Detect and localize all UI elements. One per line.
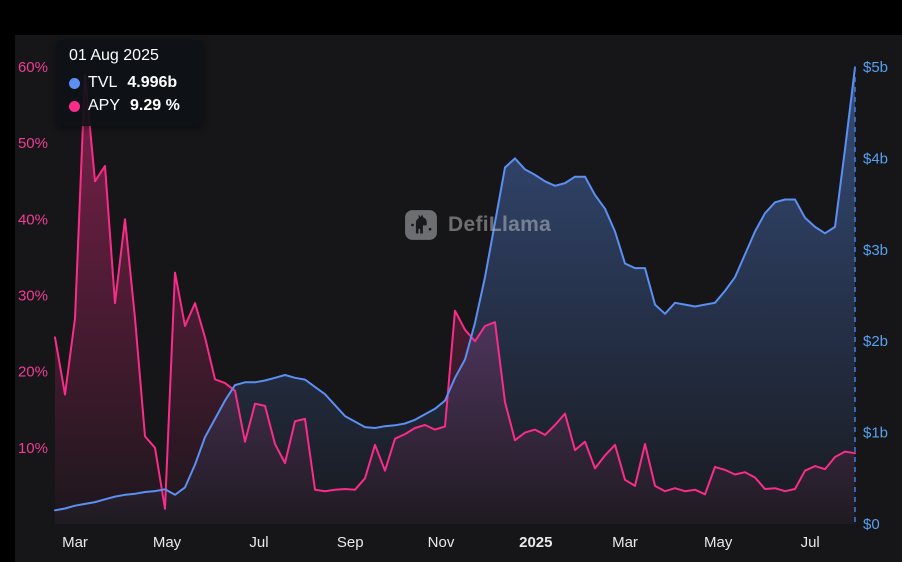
x-axis-tick: Sep [337,534,364,551]
right-axis-tick: $1b [863,425,888,442]
right-axis-tick: $4b [863,150,888,167]
x-axis-tick: Mar [612,534,638,551]
left-axis-tick: 20% [18,364,48,381]
right-axis-tick: $0 [863,516,880,533]
x-axis-tick: Nov [428,534,455,551]
x-axis-tick: May [153,534,182,551]
right-axis-tick: $2b [863,333,888,350]
tooltip-date: 01 Aug 2025 [69,47,159,64]
x-axis-tick: Jul [249,534,268,551]
x-axis-tick: Mar [62,534,88,551]
left-axis-tick: 10% [18,440,48,457]
apy-series-dot [69,100,80,112]
tvl-label: TVL [88,74,118,91]
x-axis-tick: 2025 [519,534,552,551]
x-axis-tick: May [704,534,733,551]
left-axis-tick: 60% [18,59,48,76]
line-tvl [54,66,856,512]
tvl-series-dot [69,77,80,89]
tooltip-row-apy: APY 9.29 % [69,97,189,115]
tvl-value: 4.996b [127,74,178,91]
left-axis-tick: 30% [18,288,48,305]
left-axis-tick: 40% [18,211,48,228]
x-axis-tick: Jul [801,534,820,551]
right-axis-tick: $3b [863,242,888,259]
right-axis-tick: $5b [863,59,888,76]
tooltip-row-tvl: TVL 4.996b [69,74,189,92]
left-axis-tick: 50% [18,135,48,152]
chart-tooltip: 01 Aug 2025 TVL 4.996b APY 9.29 % [57,40,203,126]
apy-label: APY [88,97,121,114]
apy-value: 9.29 % [130,97,180,114]
area-tvl [55,67,855,525]
line-apy [54,73,856,510]
